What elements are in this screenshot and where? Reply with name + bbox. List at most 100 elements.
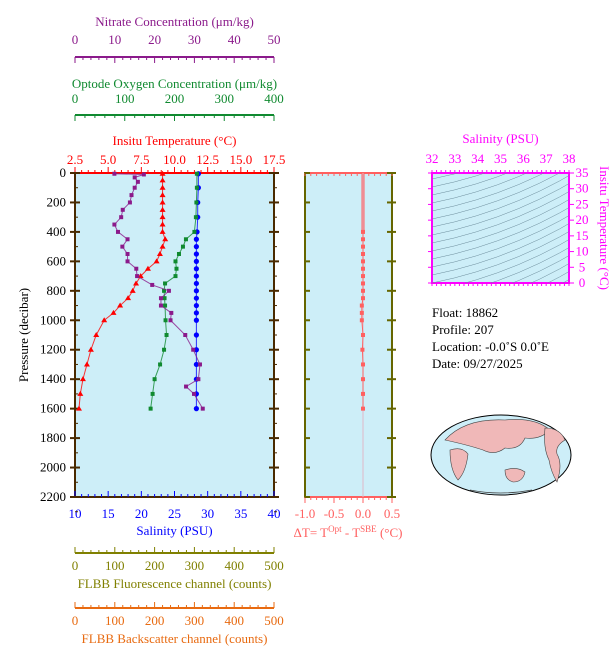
delta-t-point [361,333,365,337]
density-contour [432,207,569,260]
oxygen-point [163,318,168,323]
delta-t-plot-area [304,172,393,498]
delta-t-point [361,229,365,234]
temperature-point [144,265,151,271]
density-contour [432,223,569,276]
temperature-tick-label: 5.0 [100,152,116,167]
temperature-point [101,317,108,323]
pressure-tick-label: 1400 [40,371,66,386]
nitrate-point [134,266,139,271]
pressure-tick-label: 800 [47,283,67,298]
density-contour [432,173,560,220]
salinity-tick-label: 25 [168,506,181,521]
nitrate-point [112,171,117,176]
nitrate-point [125,237,130,242]
temperature-axis-title: Insitu Temperature (°C) [113,133,237,148]
temperature-point [79,376,86,382]
density-contour [432,175,569,228]
density-contour [432,199,569,252]
temperature-point [117,302,124,308]
delta-t-point [361,244,365,249]
salinity-point [193,295,199,301]
backscatter-tick-label: 100 [105,613,125,628]
density-contour [432,53,599,123]
nitrate-point [120,207,125,212]
temperature-point [159,192,166,198]
pressure-tick-label: 200 [47,194,67,209]
temperature-point [87,346,94,352]
nitrate-point [129,193,134,198]
density-contour [432,215,569,268]
backscatter-axis-title: FLBB Backscatter channel (counts) [82,631,268,646]
temperature-point [159,243,166,249]
oxygen-point [173,274,178,279]
ts-salinity-tick-label: 34 [471,151,485,166]
nitrate-point [183,333,188,337]
density-contour [432,231,569,283]
temperature-point [133,280,140,286]
oxygen-point [183,237,188,242]
ts-temperature-tick-label: 30 [576,181,589,196]
pressure-tick-label: 1200 [40,342,66,357]
oxygen-series-line [150,173,198,409]
nitrate-point [168,318,173,323]
density-contour [490,247,569,283]
ts-salinity-tick-label: 36 [517,151,531,166]
backscatter-tick-label: 200 [145,613,165,628]
salinity-tick-label: 20 [135,506,148,521]
nitrate-point [132,175,137,180]
oxygen-tick-label: 200 [165,91,185,106]
oxygen-point [194,171,199,176]
oxygen-point [162,296,167,301]
oxygen-point [163,281,168,286]
salinity-point [193,361,199,368]
oxygen-tick-label: 300 [215,91,235,106]
nitrate-point [191,347,196,352]
delta-t-tick-label: 0.0 [355,506,371,521]
nitrate-tick-label: 20 [148,32,161,47]
density-contour [432,173,528,204]
density-contour [464,239,569,283]
ts-salinity-tick-label: 37 [540,151,554,166]
delta-t-point [360,347,365,352]
salinity-tick-label: 15 [102,506,115,521]
salinity-point [193,310,199,316]
temperature-point [156,251,163,256]
oxygen-point [176,252,181,256]
oxygen-tick-label: 400 [264,91,284,106]
pressure-tick-label: 1000 [40,312,66,327]
salinity-point [193,266,199,272]
temperature-point [125,295,132,301]
nitrate-axis-title: Nitrate Concentration (μm/kg) [95,14,254,29]
nitrate-point [158,296,163,301]
ts-temperature-tick-label: 35 [576,165,589,180]
salinity-point [193,273,199,279]
continent-americas [544,427,566,483]
density-contour [432,183,569,236]
nitrate-tick-label: 40 [228,32,241,47]
salinity-point [193,302,199,309]
profile-plot-area [74,172,275,498]
nitrate-point [125,252,130,256]
delta-t-point [361,406,365,411]
oxygen-point [150,391,155,396]
salinity-point [193,244,199,250]
density-contour [432,69,599,139]
oxygen-point [158,362,163,367]
salinity-axis-title: Salinity (PSU) [136,523,212,538]
density-contour [432,173,509,196]
nitrate-point [150,282,155,287]
pressure-tick-label: 2000 [40,460,66,475]
salinity-point [193,258,199,264]
temperature-point [162,236,169,242]
oxygen-point [173,259,178,264]
fluorescence-axis-title: FLBB Fluorescence channel (counts) [78,576,272,591]
salinity-tick-label: 40 [268,506,281,521]
pressure-tick-label: 0 [60,165,67,180]
temperature-point [159,184,166,190]
oxygen-point [148,406,153,411]
nitrate-point [135,179,140,184]
nitrate-point [135,274,140,279]
delta-t-point [361,237,365,242]
